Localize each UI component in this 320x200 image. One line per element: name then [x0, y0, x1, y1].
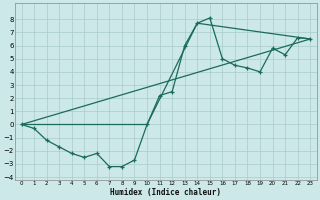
X-axis label: Humidex (Indice chaleur): Humidex (Indice chaleur) [110, 188, 221, 197]
